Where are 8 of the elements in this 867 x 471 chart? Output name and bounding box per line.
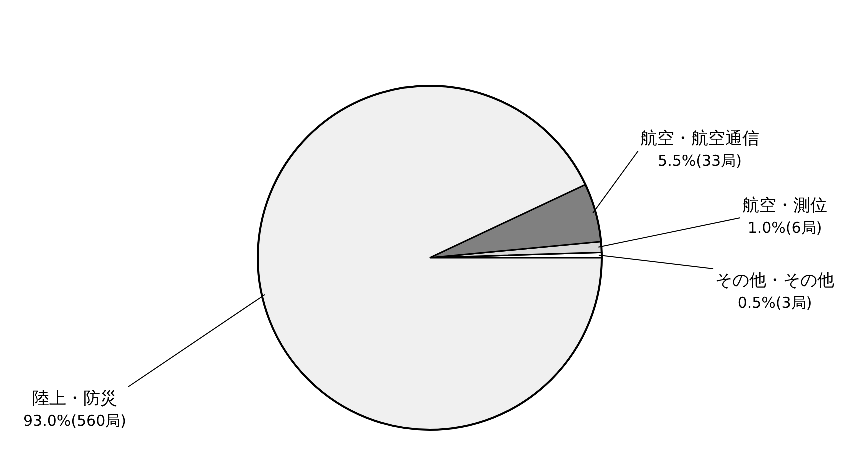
data-label: 0.5%(3局) <box>738 294 812 312</box>
slice-label: 航空・航空通信 <box>640 129 760 149</box>
data-label: 1.0%(6局) <box>748 219 822 237</box>
slice-label: 航空・測位 <box>742 196 828 216</box>
slice-label: その他・その他 <box>716 271 834 291</box>
data-label: 5.5%(33局) <box>658 152 742 170</box>
slice-label: 陸上・防災 <box>32 389 118 409</box>
data-label: 93.0%(560局) <box>24 412 126 430</box>
